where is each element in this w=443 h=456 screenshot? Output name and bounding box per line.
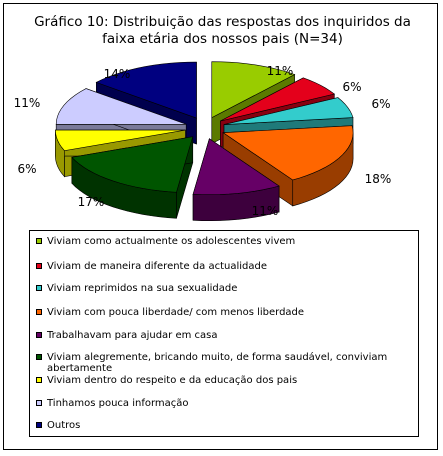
chart-title: Gráfico 10: Distribuição das respostas d… bbox=[4, 14, 441, 48]
slice-label-9: 14% bbox=[104, 67, 131, 81]
legend-label-1: Viviam como actualmente os adolescentes … bbox=[47, 236, 296, 247]
pie-slice-5 bbox=[192, 138, 280, 222]
slice-label-5: 11% bbox=[252, 204, 279, 218]
legend-item-1: Viviam como actualmente os adolescentes … bbox=[36, 236, 411, 247]
slice-label-4: 18% bbox=[365, 172, 392, 186]
legend-swatch-3 bbox=[36, 285, 42, 291]
legend-swatch-1 bbox=[36, 238, 42, 244]
legend-swatch-7 bbox=[36, 377, 42, 383]
pie-chart: 11% 6% 6% 18% 11% 17% 6% 11% 14% bbox=[14, 61, 392, 222]
legend-item-7: Viviam dentro do respeito e da educação … bbox=[36, 375, 411, 386]
legend-swatch-6 bbox=[36, 354, 42, 360]
pie-slice-6 bbox=[71, 136, 194, 219]
legend-item-4: Viviam com pouca liberdade/ com menos li… bbox=[36, 307, 411, 318]
legend-swatch-4 bbox=[36, 309, 42, 315]
slice-label-8: 11% bbox=[14, 96, 41, 110]
legend-label-2: Viviam de maneira diferente da actualida… bbox=[47, 261, 268, 272]
chart-title-line-1: Gráfico 10: Distribuição das respostas d… bbox=[34, 14, 411, 30]
legend-swatch-8 bbox=[36, 400, 42, 406]
legend-label-7: Viviam dentro do respeito e da educação … bbox=[47, 375, 298, 386]
legend-swatch-5 bbox=[36, 332, 42, 338]
legend-label-3: Viviam reprimidos na sua sexualidade bbox=[47, 283, 238, 294]
slice-label-3: 6% bbox=[371, 97, 390, 111]
legend-item-2: Viviam de maneira diferente da actualida… bbox=[36, 261, 411, 272]
slice-label-2: 6% bbox=[342, 80, 361, 94]
slice-label-6: 17% bbox=[78, 195, 105, 209]
legend-label-8: Tinhamos pouca informação bbox=[47, 398, 189, 409]
legend-item-6: Viviam alegremente, bricando muito, de f… bbox=[36, 352, 411, 374]
legend-item-3: Viviam reprimidos na sua sexualidade bbox=[36, 283, 411, 294]
legend-label-9: Outros bbox=[47, 420, 81, 431]
slice-label-7: 6% bbox=[17, 162, 36, 176]
legend-item-5: Trabalhavam para ajudar em casa bbox=[36, 330, 411, 341]
slice-label-1: 11% bbox=[267, 64, 294, 78]
legend-label-5: Trabalhavam para ajudar em casa bbox=[47, 330, 218, 341]
chart-legend: Viviam como actualmente os adolescentes … bbox=[29, 230, 419, 437]
legend-item-9: Outros bbox=[36, 420, 411, 431]
chart-title-line-2: faixa etária dos nossos pais (N=34) bbox=[102, 31, 343, 47]
legend-swatch-9 bbox=[36, 422, 42, 428]
legend-item-8: Tinhamos pouca informação bbox=[36, 398, 411, 409]
legend-label-6: Viviam alegremente, bricando muito, de f… bbox=[47, 352, 388, 374]
legend-swatch-2 bbox=[36, 263, 42, 269]
legend-label-4: Viviam com pouca liberdade/ com menos li… bbox=[47, 307, 305, 318]
